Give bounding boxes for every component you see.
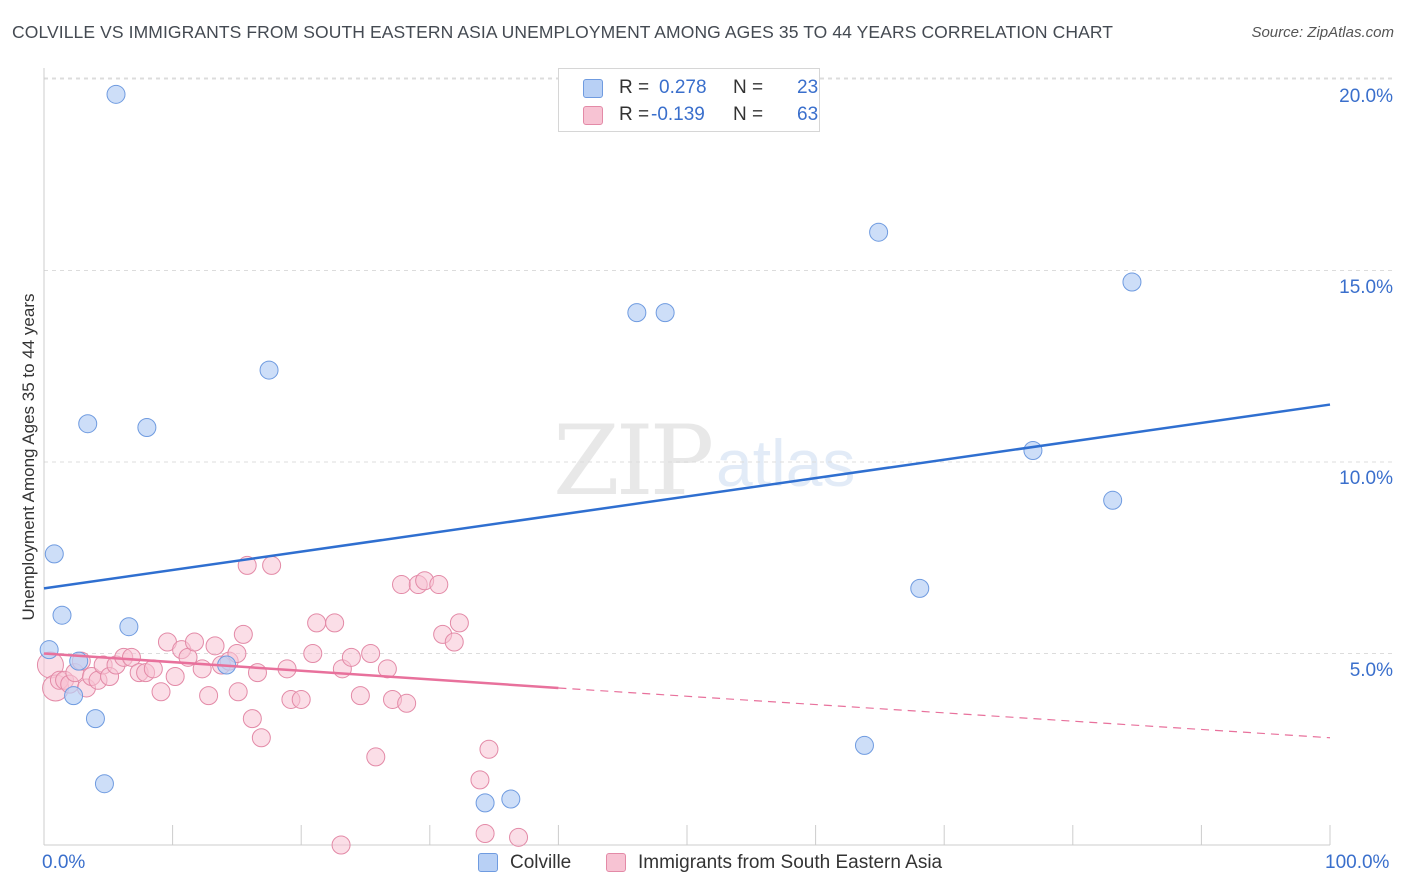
point-colville [106,84,126,104]
legend-n-value: 63 [797,104,819,125]
legend-r-label: R = [619,104,650,125]
point-immigrants [205,636,225,656]
bottom-legend-swatch-colville [478,853,498,872]
chart-title: COLVILLE VS IMMIGRANTS FROM SOUTH EASTER… [12,22,1114,42]
point-immigrants [199,686,219,706]
point-immigrants [350,686,370,706]
y-tick-label: 10.0% [1339,468,1393,489]
point-colville [869,222,889,242]
legend-swatch-colville [583,79,603,98]
point-immigrants [251,728,271,748]
bottom-legend-label-colville: Colville [510,852,572,873]
legend-r-value: 0.278 [659,77,707,98]
point-colville [52,605,72,625]
y-tick-label: 20.0% [1339,86,1393,107]
bottom-legend-label-immigrants: Immigrants from South Eastern Asia [638,852,943,873]
point-immigrants [262,555,282,575]
point-colville [1122,272,1142,292]
point-immigrants [303,644,323,663]
point-immigrants [307,613,327,633]
y-tick-label: 5.0% [1349,660,1393,681]
trendline-colville [43,403,1331,590]
x-tick-label-min: 0.0% [42,852,86,873]
point-immigrants [475,824,495,844]
point-colville [854,735,874,755]
point-immigrants [325,613,345,633]
source-label: Source: ZipAtlas.com [1251,24,1394,41]
point-colville [655,303,675,323]
point-colville [1103,490,1123,510]
point-colville [1023,441,1043,461]
watermark-atlas: atlas [716,426,856,500]
point-colville [501,789,521,809]
legend-swatch-immigrants [583,106,603,125]
point-immigrants [341,647,361,667]
point-immigrants [470,770,490,790]
point-immigrants [165,666,185,686]
point-immigrants [392,575,412,595]
point-immigrants [377,659,397,679]
x-tick-label-max: 100.0% [1325,852,1390,873]
watermark-zip: ZIP [553,405,714,517]
point-immigrants [151,682,171,702]
trendline-immigrants-extension [558,687,1331,739]
point-immigrants [331,835,351,855]
trendline-immigrants [43,652,559,690]
point-immigrants [143,659,163,679]
point-immigrants [121,647,141,667]
point-colville [137,418,157,438]
point-colville [94,774,114,794]
point-colville [44,544,64,564]
point-immigrants [479,739,499,759]
legend-n-label: N = [733,104,764,125]
y-axis-title: Unemployment Among Ages 35 to 44 years [19,293,38,621]
point-immigrants [397,693,417,713]
y-tick-label: 15.0% [1339,277,1393,298]
correlation-legend: R = 0.278 N = 23 R = -0.139 N = 63 [558,68,820,132]
point-colville [64,686,84,706]
point-colville [119,617,139,637]
point-colville [39,640,59,660]
point-colville [259,360,279,380]
point-colville [85,709,105,729]
legend-r-value: -0.139 [651,104,705,125]
legend-n-label: N = [733,77,764,98]
point-immigrants [233,624,253,644]
point-immigrants [291,689,311,709]
point-immigrants [242,709,262,729]
point-immigrants [509,827,529,847]
point-immigrants [184,632,204,652]
point-immigrants [429,575,449,595]
point-colville [910,578,930,598]
point-immigrants [449,613,469,633]
point-colville [627,303,647,323]
point-immigrants [228,682,248,702]
legend-r-label: R = [619,77,650,98]
point-colville [475,793,495,813]
point-colville [78,414,98,434]
legend-n-value: 23 [797,77,819,98]
point-immigrants [361,644,381,663]
bottom-legend-swatch-immigrants [606,853,626,872]
point-immigrants [444,632,464,652]
point-immigrants [366,747,386,767]
